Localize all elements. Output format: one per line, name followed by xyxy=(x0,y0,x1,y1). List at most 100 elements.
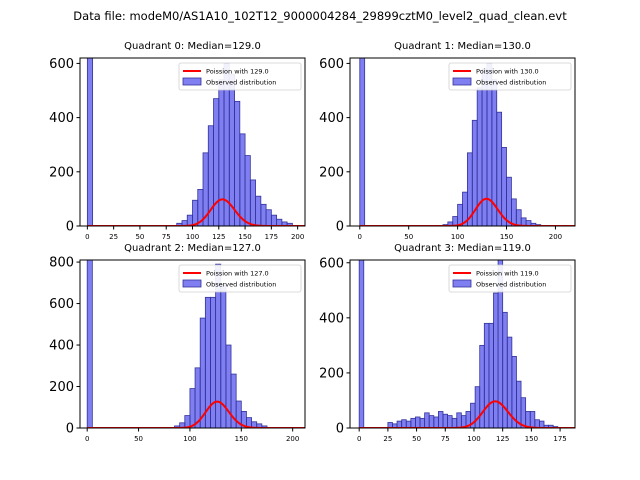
quadrant-2-title: Quadrant 2: Median=127.0 xyxy=(124,243,261,254)
quadrant-1-bar xyxy=(515,209,522,226)
quadrant-3-bar xyxy=(415,416,421,428)
figure-suptitle: Data file: modeM0/AS1A10_102T12_90000042… xyxy=(73,9,567,23)
quadrant-2-legend: Poission with 127.0 Observed distribution xyxy=(178,264,302,293)
quadrant-0-x-tick-label: 25 xyxy=(109,233,118,241)
quadrant-0-bar xyxy=(270,214,278,226)
quadrant-2-x-tick-label: 0 xyxy=(85,435,89,443)
quadrant-1-x-tick-label: 50 xyxy=(404,233,413,241)
quadrant-3-bar xyxy=(424,412,430,428)
quadrant-1-bar xyxy=(359,58,366,226)
legend-fit-label: Poission with 119.0 xyxy=(476,270,539,278)
quadrant-1-x-tick-label: 100 xyxy=(451,233,464,241)
quadrant-2-x-tick-label: 100 xyxy=(183,435,196,443)
quadrant-1-bar xyxy=(457,203,463,226)
legend-observed-label: Observed distribution xyxy=(476,281,546,289)
quadrant-3-panel: Quadrant 3: Median=119.0 0 25 50 75 100 125 150… xyxy=(319,243,576,443)
quadrant-3-bar xyxy=(410,417,416,428)
quadrant-3-bar xyxy=(428,415,435,428)
quadrant-3-x-tick-label: 100 xyxy=(467,435,480,443)
quadrant-0-bar xyxy=(260,203,267,226)
legend-observed-swatch xyxy=(452,279,472,288)
quadrant-0-bar xyxy=(239,133,246,226)
quadrant-1-title: Quadrant 1: Median=130.0 xyxy=(394,41,531,52)
quadrant-3-x-tick-label: 25 xyxy=(383,435,392,443)
quadrant-0-y-tick-label: 0 xyxy=(66,220,74,235)
quadrant-0-bar xyxy=(218,79,225,226)
quadrant-2-bar xyxy=(86,260,93,428)
quadrant-3-bar xyxy=(401,419,407,428)
quadrant-2-bar xyxy=(210,296,217,428)
quadrant-0-x-tick-label: 50 xyxy=(135,233,144,241)
quadrant-3-x-tick-label: 50 xyxy=(412,435,421,443)
quadrant-3-legend: Poission with 119.0 Observed distribution xyxy=(448,264,572,293)
quadrant-1-bar xyxy=(511,198,517,226)
quadrant-3-x-tick-label: 125 xyxy=(496,435,509,443)
quadrant-3-x-tick-label: 150 xyxy=(525,435,538,443)
quadrant-1-legend: Poission with 130.0 Observed distribution xyxy=(448,62,572,91)
legend-observed-swatch xyxy=(452,77,472,86)
quadrant-3-bar xyxy=(447,415,453,428)
quadrant-2-bar xyxy=(261,425,268,428)
quadrant-0-x-tick-label: 175 xyxy=(265,233,278,241)
quadrant-1-x-tick-label: 150 xyxy=(500,233,513,241)
quadrant-1-x-tick-label: 0 xyxy=(358,233,362,241)
quadrant-3-bar xyxy=(433,416,439,428)
quadrant-0-x-tick-label: 150 xyxy=(238,233,251,241)
quadrant-0-title: Quadrant 0: Median=129.0 xyxy=(124,41,261,52)
quadrant-2-panel: Quadrant 2: Median=127.0 0 50 100 150 200 0 200… xyxy=(49,243,306,443)
quadrant-3-axes-frame xyxy=(349,259,576,429)
quadrant-2-plot-area xyxy=(86,260,305,428)
quadrant-0-x-tick-label: 0 xyxy=(85,233,89,241)
quadrant-2-x-tick-label: 150 xyxy=(235,435,248,443)
quadrant-3-bar xyxy=(451,417,458,428)
quadrant-0-bar xyxy=(192,199,199,226)
legend-fit-label: Poission with 127.0 xyxy=(206,270,269,278)
quadrant-0-x-tick-label: 75 xyxy=(162,233,171,241)
quadrant-0-bar xyxy=(86,58,94,226)
quadrant-2-poisson-fit-line xyxy=(87,400,305,428)
quadrant-0-legend: Poission with 129.0 Observed distribution xyxy=(178,62,302,91)
quadrant-3-bar xyxy=(442,413,448,428)
quadrant-3-bar xyxy=(520,397,527,428)
quadrant-2-x-tick-label: 50 xyxy=(134,435,143,443)
quadrant-0-bar xyxy=(249,179,256,226)
quadrant-2-bar xyxy=(189,388,196,428)
quadrant-3-bar xyxy=(419,417,426,428)
quadrant-1-plot-area xyxy=(359,58,575,226)
quadrant-1-x-tick-label: 200 xyxy=(549,233,562,241)
quadrant-3-plot-area xyxy=(358,260,575,428)
quadrant-3-bar xyxy=(456,412,462,428)
quadrant-1-axes-frame xyxy=(349,57,576,227)
quadrant-1-y-tick-label: 200 xyxy=(319,165,344,180)
quadrant-2-axes-frame xyxy=(79,259,306,429)
legend-fit-label: Poission with 129.0 xyxy=(206,68,269,76)
quadrant-1-y-tick-label: 600 xyxy=(319,57,344,72)
quadrant-2-bar xyxy=(225,344,232,428)
quadrant-2-y-tick-label: 0 xyxy=(66,422,74,437)
quadrant-0-bar xyxy=(244,155,251,226)
quadrant-0-x-tick-label: 125 xyxy=(212,233,225,241)
quadrant-0-y-tick-label: 600 xyxy=(49,57,74,72)
quadrant-3-x-tick-label: 175 xyxy=(553,435,566,443)
legend-observed-label: Observed distribution xyxy=(206,281,276,289)
quadrant-1-y-tick-label: 400 xyxy=(319,111,344,126)
quadrant-3-bar xyxy=(493,292,499,428)
quadrant-3-bar xyxy=(483,322,490,428)
quadrant-3-bar xyxy=(405,420,412,428)
quadrant-0-x-tick-label: 200 xyxy=(291,233,304,241)
legend-observed-label: Observed distribution xyxy=(206,79,276,87)
quadrant-1-y-tick-label: 0 xyxy=(336,220,344,235)
quadrant-0-y-tick-label: 400 xyxy=(49,111,74,126)
quadrant-3-y-tick-label: 600 xyxy=(319,256,344,271)
quadrant-2-y-tick-label: 600 xyxy=(49,297,74,312)
quadrant-2-y-tick-label: 400 xyxy=(49,339,74,354)
quadrant-0-bar xyxy=(255,195,262,226)
legend-observed-swatch xyxy=(182,77,202,86)
quadrant-1-panel: Quadrant 1: Median=130.0 0 50 100 150 200 0 200… xyxy=(319,41,576,241)
quadrant-3-bar xyxy=(358,260,365,428)
quadrant-0-bar xyxy=(234,100,241,226)
quadrant-3-bar xyxy=(529,411,536,428)
quadrant-3-bar xyxy=(437,411,444,428)
quadrant-1-bar xyxy=(506,176,512,226)
